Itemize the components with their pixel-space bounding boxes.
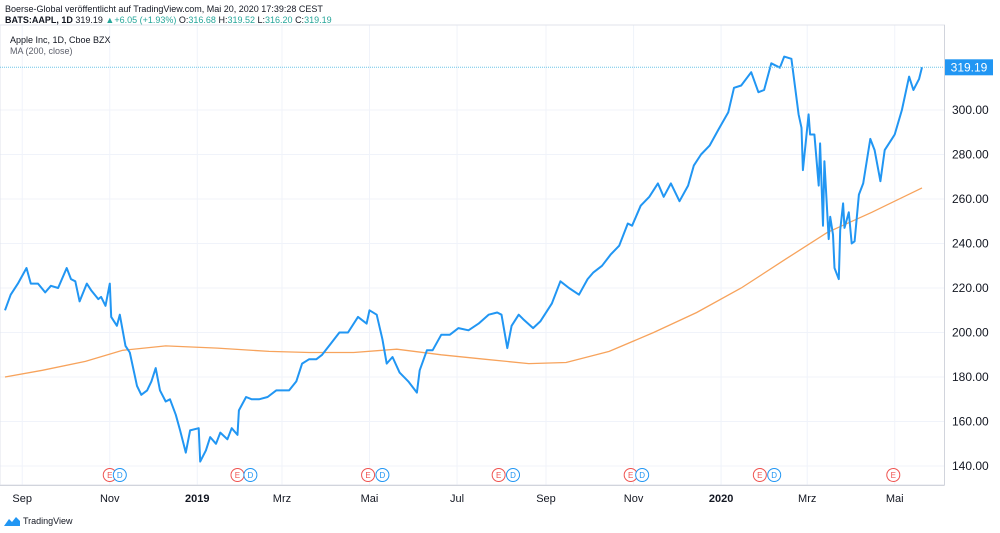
dividend-marker [243, 468, 258, 482]
footer-brand-label: TradingView [23, 516, 73, 526]
last-price: 319.19 [75, 15, 103, 25]
y-tick-label: 260.00 [952, 192, 989, 206]
event-marker-label: E [365, 471, 370, 480]
footer-brand[interactable]: TradingView [4, 516, 73, 526]
dividend-marker [767, 468, 782, 482]
high-label: H: [218, 15, 228, 25]
y-tick-label: 160.00 [952, 415, 989, 429]
event-marker-label: E [628, 471, 633, 480]
dividend-marker [506, 468, 521, 482]
event-marker-label: E [235, 471, 240, 480]
x-tick-label: Nov [100, 493, 120, 505]
x-tick-label: Sep [536, 493, 556, 505]
x-tick-label: Mai [886, 493, 904, 505]
symbol-header: BATS:AAPL, 1D 319.19 ▲+6.05 (+1.93%) O:3… [5, 15, 332, 25]
dividend-marker [375, 468, 390, 482]
y-tick-label: 220.00 [952, 281, 989, 295]
event-marker-label: E [891, 471, 896, 480]
y-tick-label: 180.00 [952, 370, 989, 384]
event-marker-label: D [380, 471, 386, 480]
event-marker-label: D [117, 471, 123, 480]
y-tick-label: 280.00 [952, 148, 989, 162]
close-label: C: [295, 15, 305, 25]
high-value: 319.52 [227, 15, 255, 25]
open-label: O: [178, 15, 189, 25]
y-tick-label: 200.00 [952, 326, 989, 340]
event-marker-label: D [510, 471, 516, 480]
up-arrow-icon: ▲ [105, 15, 115, 25]
open-value: 316.68 [188, 15, 216, 25]
event-marker-label: D [771, 471, 777, 480]
last-price-label: 319.19 [951, 60, 988, 74]
y-tick-label: 300.00 [952, 103, 989, 117]
last-price-label-group: 319.19 [945, 59, 993, 76]
x-tick-label: Jul [450, 493, 464, 505]
symbol-label: BATS:AAPL, 1D [5, 15, 73, 25]
event-marker-label: E [107, 471, 112, 480]
x-tick-label: 2019 [185, 493, 209, 505]
indicator-label[interactable]: MA (200, close) [10, 46, 73, 56]
price-axis: 140.00 160.00 180.00 200.00 220.00 240.00 260.… [952, 103, 989, 473]
tradingview-logo-icon [4, 517, 20, 526]
x-tick-label: Mrz [273, 493, 291, 505]
close-value: 319.19 [304, 15, 332, 25]
chart-pane-border [0, 24, 945, 486]
price-change: +6.05 (+1.93%) [114, 15, 177, 25]
ma-200-line [4, 187, 923, 378]
earnings-marker [886, 468, 901, 482]
event-marker-label: E [757, 471, 762, 480]
x-tick-label: Mai [361, 493, 379, 505]
event-marker-label: D [639, 471, 645, 480]
low-value: 316.20 [265, 15, 293, 25]
publish-info: Boerse-Global veröffentlicht auf Trading… [5, 4, 323, 14]
event-marker-label: D [248, 471, 254, 480]
dividend-marker [635, 468, 650, 482]
event-marker-label: E [496, 471, 501, 480]
x-tick-label: 2020 [709, 493, 733, 505]
x-tick-label: Mrz [798, 493, 816, 505]
dividend-marker [112, 468, 127, 482]
series-layer [0, 55, 944, 463]
chart-title: Apple Inc, 1D, Cboe BZX [10, 35, 111, 45]
x-tick-label: Nov [624, 493, 644, 505]
time-axis: Sep Nov 2019 Mrz Mai Jul Sep Nov 2020 Mrz Mai [12, 493, 903, 505]
earnings-marker [491, 468, 506, 482]
earnings-marker [752, 468, 767, 482]
low-label: L: [257, 15, 266, 25]
y-tick-label: 240.00 [952, 237, 989, 251]
price-line [4, 55, 923, 463]
y-tick-label: 140.00 [952, 459, 989, 473]
x-tick-label: Sep [12, 493, 32, 505]
last-price-box [945, 59, 993, 76]
earnings-marker [361, 468, 376, 482]
grid-lines [0, 25, 944, 485]
